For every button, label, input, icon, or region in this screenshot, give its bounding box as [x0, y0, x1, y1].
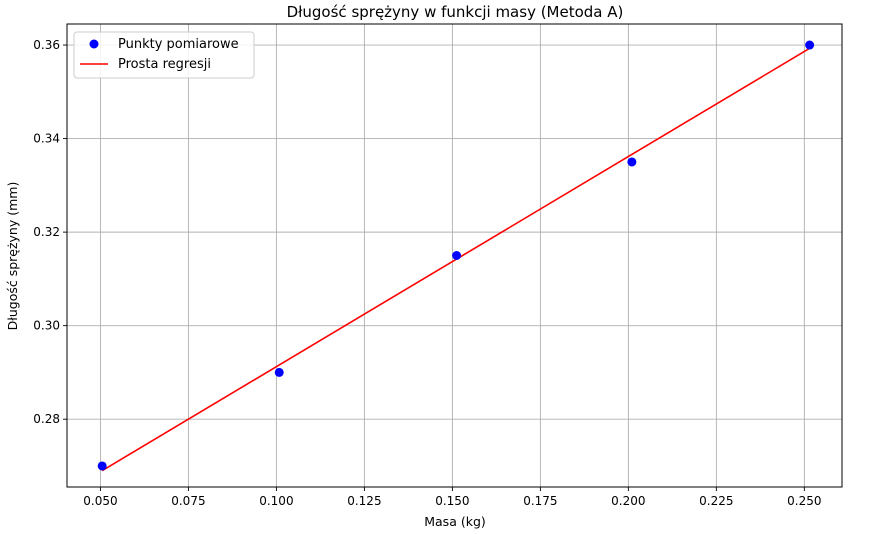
legend-label-points: Punkty pomiarowe [118, 37, 239, 52]
x-tick-label: 0.050 [83, 494, 117, 508]
data-point [805, 40, 815, 50]
y-tick-label: 0.28 [33, 412, 60, 426]
plot-frame [66, 23, 843, 488]
y-axis-ticks: 0.28 0.30 0.32 0.34 0.36 [33, 38, 67, 426]
measurement-series [97, 40, 815, 471]
y-tick-label: 0.36 [33, 38, 60, 52]
chart-title: Długość sprężyny w funkcji masy (Metoda … [287, 3, 624, 21]
x-tick-label: 0.150 [435, 494, 469, 508]
data-point [274, 367, 284, 377]
x-tick-label: 0.125 [347, 494, 381, 508]
data-point [627, 157, 637, 167]
y-tick-label: 0.30 [33, 319, 60, 333]
data-point [97, 461, 107, 471]
legend: Punkty pomiarowe Prosta regresji [73, 31, 255, 79]
x-tick-label: 0.075 [171, 494, 205, 508]
legend-label-line: Prosta regresji [118, 57, 211, 72]
legend-marker-points [89, 39, 99, 49]
x-axis-ticks: 0.050 0.075 0.100 0.125 0.150 0.175 0.200 0.225… [83, 487, 822, 508]
grid-lines [67, 24, 842, 487]
x-tick-label: 0.175 [523, 494, 557, 508]
legend-box [73, 31, 255, 79]
x-tick-label: 0.225 [699, 494, 733, 508]
y-tick-label: 0.32 [33, 225, 60, 239]
x-tick-label: 0.250 [787, 494, 821, 508]
x-tick-label: 0.100 [259, 494, 293, 508]
y-axis-label: Długość sprężyny (mm) [5, 182, 20, 331]
y-tick-label: 0.34 [33, 132, 60, 146]
x-tick-label: 0.200 [611, 494, 645, 508]
x-axis-label: Masa (kg) [424, 514, 486, 529]
data-point [452, 251, 462, 260]
